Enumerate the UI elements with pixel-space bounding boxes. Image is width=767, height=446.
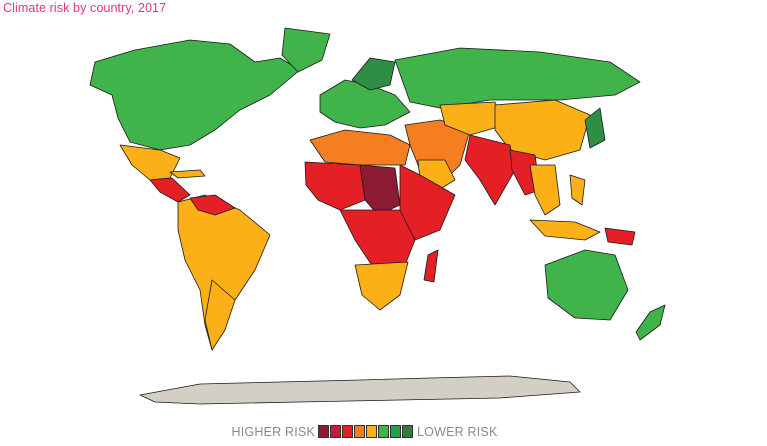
region-korea-japan [584,107,606,149]
chart-title: Climate risk by country, 2017 [3,1,167,15]
legend-swatch [390,425,401,438]
region-china [494,99,591,161]
region-central-asia [439,101,506,136]
region-antarctica [139,375,581,405]
legend-low-label: LOWER RISK [417,425,498,439]
region-argentina [204,279,236,351]
legend-swatches [318,425,414,438]
region-philippines [569,174,586,206]
region-venezuela-guianas [189,194,236,216]
region-central-america [149,177,191,203]
region-cuba [169,169,206,179]
legend-swatch [318,425,329,438]
legend-swatch [402,425,413,438]
region-canada-usa [89,39,301,151]
risk-legend: HIGHER RISK LOWER RISK [0,421,767,443]
region-papua [604,227,636,246]
legend-swatch [378,425,389,438]
region-central-africa [339,209,416,271]
legend-swatch [366,425,377,438]
region-greenland [281,27,331,73]
region-west-africa [304,161,366,211]
legend-swatch [342,425,353,438]
region-indochina [529,164,561,216]
region-bangladesh-myanmar [509,149,541,196]
legend-high-label: HIGHER RISK [231,425,315,439]
legend-swatch [354,425,365,438]
region-australia [544,249,629,321]
region-new-zealand [635,304,666,341]
region-russia [394,47,641,109]
world-map [89,27,666,405]
region-north-africa [309,129,411,166]
region-scandinavia [351,57,396,91]
region-south-africa [354,261,409,311]
region-south-asia [464,134,516,206]
legend-swatch [330,425,341,438]
region-indonesia [529,219,601,241]
region-mexico [119,144,181,181]
region-sahel [359,164,401,216]
region-madagascar [423,249,439,283]
